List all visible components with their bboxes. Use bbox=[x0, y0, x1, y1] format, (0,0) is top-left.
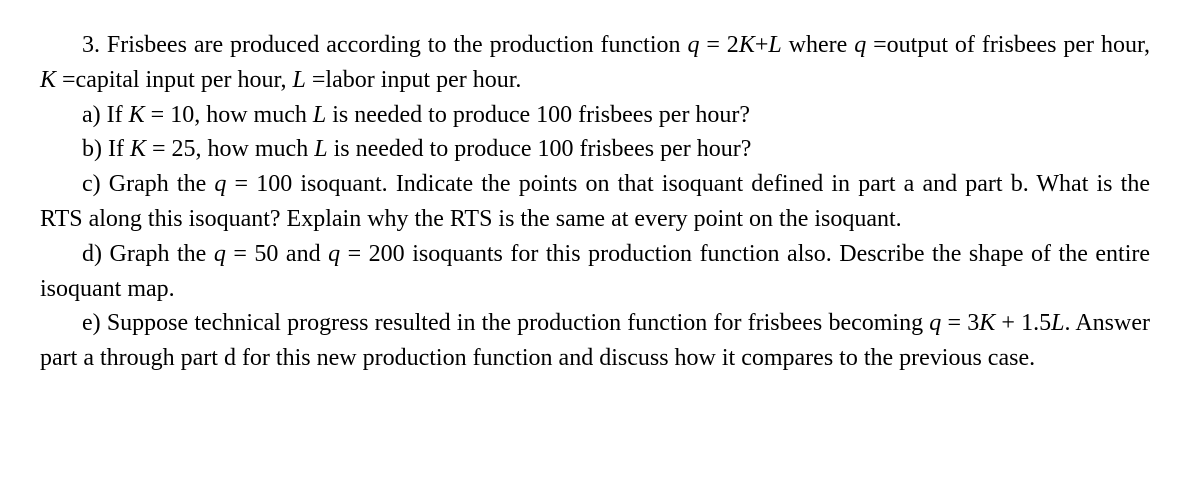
math-a-L: L bbox=[313, 102, 326, 128]
math-d-q2: q bbox=[328, 241, 340, 267]
text-a-3: is needed to produce 100 frisbees per ho… bbox=[326, 102, 750, 128]
text-a-1: a) If bbox=[82, 102, 129, 128]
text-a-2: , how much bbox=[194, 102, 313, 128]
problem-intro: 3. Frisbees are produced according to th… bbox=[40, 28, 1150, 98]
text-intro-1: 3. Frisbees are produced according to th… bbox=[82, 32, 687, 58]
math-b-K: K bbox=[130, 136, 146, 162]
math-e-K: K bbox=[979, 310, 995, 336]
text-b-2: , how much bbox=[196, 136, 315, 162]
part-e: e) Suppose technical progress resulted i… bbox=[40, 306, 1150, 376]
math-q: q bbox=[687, 32, 699, 58]
part-d: d) Graph the q = 50 and q = 200 isoquant… bbox=[40, 237, 1150, 307]
math-K2: K bbox=[40, 67, 56, 93]
math-q2: q bbox=[854, 32, 866, 58]
text-b-1: b) If bbox=[82, 136, 130, 162]
math-L: L bbox=[768, 32, 781, 58]
text-d-2: and bbox=[278, 241, 328, 267]
text-intro-2: where bbox=[782, 32, 854, 58]
math-b-L: L bbox=[314, 136, 327, 162]
math-e-L: L bbox=[1051, 310, 1064, 336]
math-a-K: K bbox=[129, 102, 145, 128]
part-a: a) If K = 10, how much L is needed to pr… bbox=[40, 98, 1150, 133]
text-e-1: e) Suppose technical progress resulted i… bbox=[82, 310, 929, 336]
text-intro-4: =capital input per hour, bbox=[56, 67, 293, 93]
math-e-q: q bbox=[929, 310, 941, 336]
math-c-q: q bbox=[214, 171, 226, 197]
math-d-q1: q bbox=[214, 241, 226, 267]
part-c: c) Graph the q = 100 isoquant. Indicate … bbox=[40, 167, 1150, 237]
math-L2: L bbox=[293, 67, 306, 93]
text-intro-3: =output of frisbees per hour, bbox=[866, 32, 1150, 58]
text-c-1: c) Graph the bbox=[82, 171, 214, 197]
text-b-3: is needed to produce 100 frisbees per ho… bbox=[328, 136, 752, 162]
text-d-1: d) Graph the bbox=[82, 241, 214, 267]
part-b: b) If K = 25, how much L is needed to pr… bbox=[40, 132, 1150, 167]
math-K: K bbox=[739, 32, 755, 58]
text-intro-5: =labor input per hour. bbox=[306, 67, 522, 93]
